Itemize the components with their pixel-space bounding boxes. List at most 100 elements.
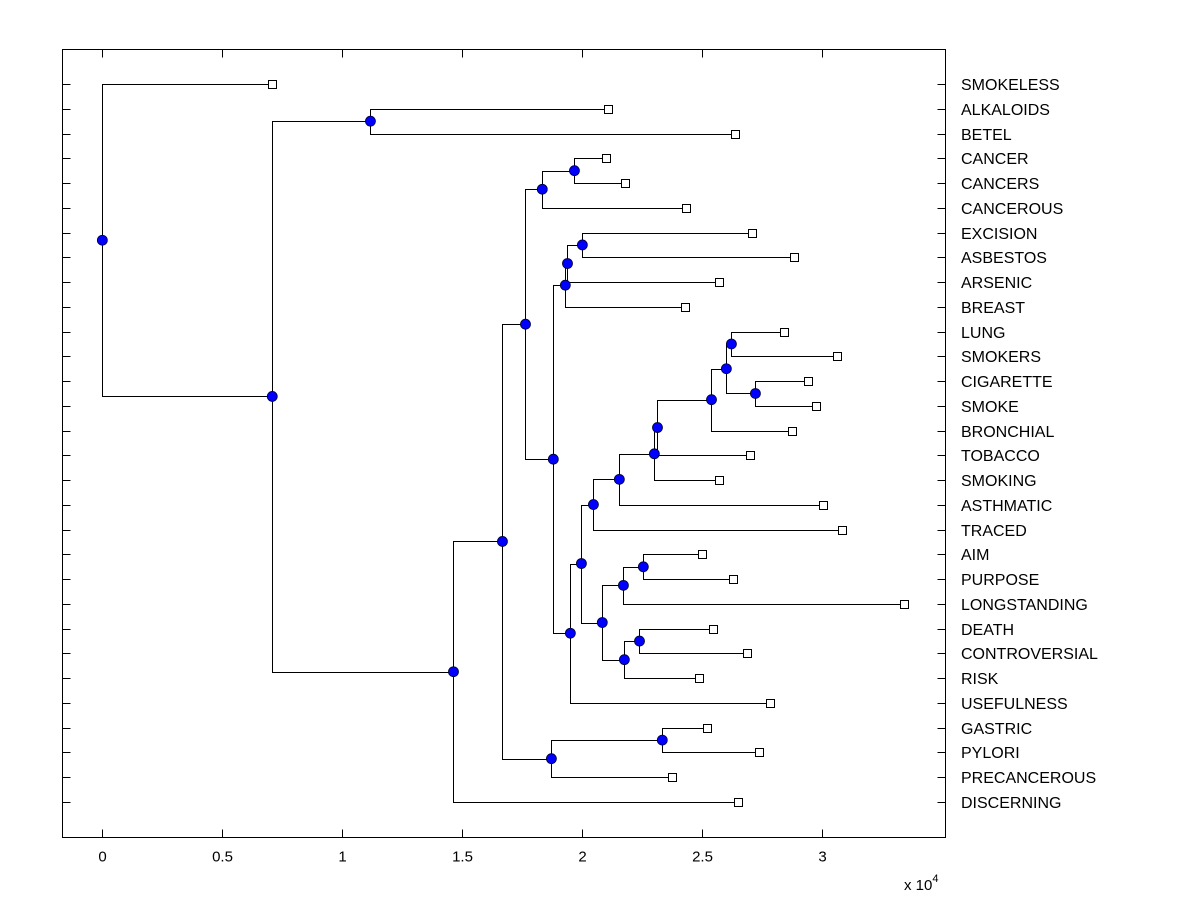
leaf-marker	[729, 575, 738, 584]
dendrogram-branch	[639, 629, 714, 642]
leaf-marker	[715, 476, 724, 485]
leaf-label-longstanding: LONGSTANDING	[961, 597, 1088, 614]
cluster-node-marker	[720, 363, 732, 375]
leaf-label-arsenic: ARSENIC	[961, 275, 1032, 292]
dendrogram-branch	[502, 541, 552, 760]
leaf-marker	[743, 649, 752, 658]
x-tick-label: 0	[98, 849, 106, 866]
leaf-label-smoke: SMOKE	[961, 399, 1019, 416]
x-multiplier-base: x 10	[904, 877, 932, 894]
leaf-label-lung: LUNG	[961, 325, 1005, 342]
cluster-node-marker	[569, 165, 580, 177]
leaf-marker	[731, 130, 740, 139]
x-tick-label: 1.5	[452, 849, 473, 866]
dendrogram-branch	[102, 84, 273, 241]
dendrogram-branch	[551, 759, 673, 778]
leaf-label-usefulness: USEFULNESS	[961, 696, 1068, 713]
cluster-node-marker	[656, 734, 668, 746]
y-axis	[62, 84, 946, 803]
cluster-node-marker	[266, 391, 278, 402]
dendrogram-branch	[643, 567, 734, 580]
leaf-marker	[838, 526, 847, 535]
dendrogram-branch	[726, 369, 756, 394]
dendrogram-branch	[553, 459, 571, 634]
leaf-label-purpose: PURPOSE	[961, 572, 1039, 589]
leaf-label-smokeless: SMOKELESS	[961, 77, 1060, 94]
dendrogram-branch	[755, 393, 817, 407]
cluster-node-marker	[652, 422, 663, 433]
leaf-marker	[715, 278, 724, 287]
dendrogram-branch	[525, 189, 543, 325]
dendrogram-branch	[570, 633, 771, 704]
dendrogram-branch	[567, 264, 720, 283]
leaf-label-cancerous: CANCEROUS	[961, 201, 1063, 218]
leaf-label-risk: RISK	[961, 671, 999, 688]
cluster-node-marker	[547, 453, 559, 465]
leaf-marker	[681, 303, 690, 312]
cluster-node-marker	[618, 579, 629, 591]
leaf-marker	[695, 674, 704, 683]
dendrogram-branch	[602, 585, 624, 624]
dendrogram-branch	[542, 171, 575, 190]
dendrogram-branch	[453, 672, 739, 803]
cluster-node-marker	[634, 635, 645, 647]
leaf-marker	[709, 625, 718, 634]
leaf-marker	[746, 451, 755, 460]
leaf-marker	[682, 204, 691, 213]
cluster-node-marker	[497, 536, 508, 547]
leaf-labels: SMOKELESS ALKALOIDS BETEL CANCER CANCERS CANC…	[961, 77, 1098, 812]
leaf-label-smoking: SMOKING	[961, 473, 1037, 490]
dendrogram-branch	[272, 121, 371, 397]
cluster-node-marker	[576, 558, 587, 569]
dendrogram-branch	[619, 479, 824, 506]
dendrogram-branch	[624, 660, 700, 679]
leaf-marker	[900, 600, 909, 609]
cluster-node-marker	[576, 239, 588, 251]
dendrogram-branch	[525, 324, 554, 460]
cluster-node-marker	[520, 318, 531, 330]
leaf-label-cancers: CANCERS	[961, 176, 1039, 193]
cluster-node-marker	[564, 627, 576, 639]
leaf-marker	[804, 377, 813, 386]
dendrogram-branch	[582, 245, 795, 258]
leaf-markers	[268, 80, 909, 807]
leaf-label-smokers: SMOKERS	[961, 349, 1041, 366]
cluster-node-marker	[588, 499, 599, 510]
dendrogram-branch	[370, 109, 609, 122]
node-markers	[96, 115, 761, 765]
leaf-label-traced: TRACED	[961, 523, 1027, 540]
dendrogram-branch	[102, 240, 273, 397]
leaf-marker	[668, 773, 677, 782]
dendrogram-branch	[453, 541, 503, 673]
leaf-label-asthmatic: ASTHMATIC	[961, 498, 1052, 515]
leaf-label-pylori: PYLORI	[961, 745, 1020, 762]
dendrogram-branch	[502, 324, 526, 542]
leaf-label-breast: BREAST	[961, 300, 1025, 317]
leaf-label-asbestos: ASBESTOS	[961, 250, 1047, 267]
cluster-node-marker	[726, 338, 737, 350]
cluster-node-marker	[618, 654, 630, 666]
leaf-label-cigarette: CIGARETTE	[961, 374, 1053, 391]
leaf-marker	[621, 179, 630, 188]
dendrogram-branch	[711, 400, 793, 432]
x-tick-label: 0.5	[212, 849, 233, 866]
leaf-marker	[812, 402, 821, 411]
x-tick-label: 2	[578, 849, 586, 866]
x-axis: 0 0.5 1 1.5 2 2.5 3	[98, 49, 827, 866]
dendrogram-branch	[657, 400, 712, 429]
cluster-node-marker	[596, 617, 608, 628]
dendrogram-branch	[582, 233, 753, 246]
dendrogram-branch	[553, 285, 566, 460]
leaf-label-precancerous: PRECANCEROUS	[961, 770, 1096, 787]
leaf-marker	[788, 427, 797, 436]
x-tick-label: 2.5	[692, 849, 713, 866]
leaf-marker	[819, 501, 828, 510]
dendrogram-branch	[542, 189, 687, 209]
leaf-label-aim: AIM	[961, 547, 989, 564]
dendrogram-branch	[657, 428, 751, 456]
dendrogram-links	[102, 84, 905, 803]
leaf-marker	[790, 253, 799, 262]
cluster-node-marker	[637, 561, 649, 573]
dendrogram-branch	[731, 344, 838, 357]
